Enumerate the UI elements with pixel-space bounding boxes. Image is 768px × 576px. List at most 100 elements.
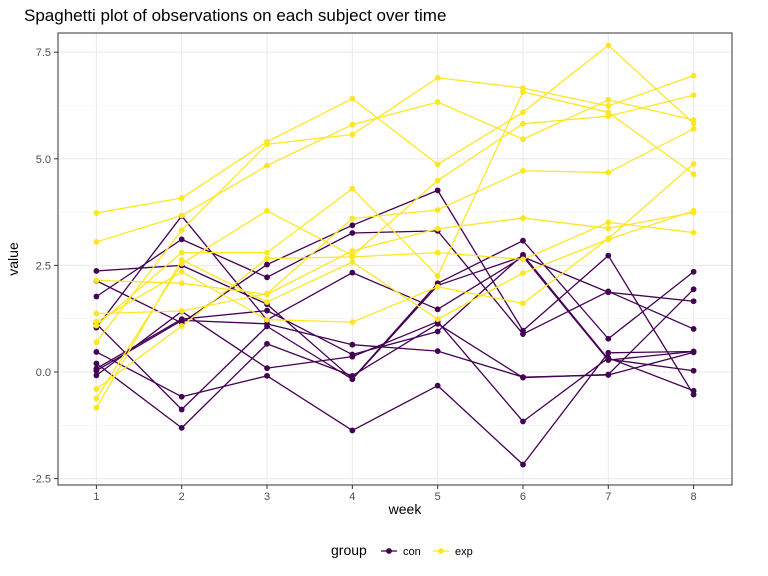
data-point-exp — [520, 88, 526, 95]
series-line-exp — [96, 163, 695, 323]
data-point-exp — [93, 310, 100, 317]
data-point-exp — [93, 395, 100, 402]
data-point-con — [520, 251, 526, 258]
data-point-exp — [520, 167, 526, 174]
data-point-exp — [264, 207, 270, 214]
data-point-con — [690, 349, 697, 356]
data-point-con — [520, 327, 526, 334]
data-point-exp — [93, 386, 100, 392]
data-point-con — [434, 328, 441, 335]
plot-panel-border — [57, 32, 733, 486]
legend-label-con: con — [403, 546, 421, 558]
data-point-exp — [434, 74, 441, 81]
data-point-exp — [93, 322, 100, 329]
data-point-exp — [349, 95, 356, 102]
data-point-exp — [520, 109, 526, 116]
data-point-exp — [690, 92, 697, 99]
data-point-exp — [178, 249, 185, 256]
data-point-con — [434, 348, 441, 355]
y-tick-label: 0.0 — [36, 367, 51, 379]
data-point-exp — [434, 225, 441, 232]
data-point-exp — [349, 131, 356, 138]
data-point-con — [93, 365, 100, 372]
data-point-exp — [434, 99, 441, 105]
data-point-exp — [178, 260, 185, 267]
data-point-con — [264, 365, 270, 372]
y-tick-label: 7.5 — [36, 47, 51, 59]
data-point-con — [264, 372, 270, 379]
data-point-exp — [178, 308, 185, 314]
data-point-con — [349, 341, 356, 348]
data-point-exp — [349, 215, 356, 222]
data-point-exp — [520, 120, 526, 127]
series-line-exp — [95, 94, 694, 399]
series-line-exp — [95, 210, 694, 409]
data-point-exp — [178, 268, 185, 275]
data-point-con — [434, 382, 441, 389]
data-point-exp — [520, 215, 526, 221]
legend-title: group — [331, 542, 367, 558]
data-point-con — [264, 261, 270, 268]
data-point-exp — [605, 219, 612, 226]
data-point-con — [434, 187, 441, 194]
legend-key-point-exp — [438, 548, 444, 554]
data-point-con — [690, 286, 697, 293]
data-point-exp — [93, 239, 100, 245]
series-line-con — [96, 310, 694, 423]
data-point-exp — [178, 280, 185, 287]
data-point-con — [349, 375, 356, 382]
series-line-exp — [96, 221, 694, 390]
data-point-exp — [93, 277, 100, 284]
data-point-exp — [264, 290, 270, 297]
series-points — [93, 42, 697, 468]
data-point-exp — [349, 319, 356, 326]
x-axis-title: week — [388, 501, 423, 517]
data-point-con — [93, 360, 100, 367]
data-point-exp — [520, 270, 526, 276]
x-tick-label: 7 — [605, 491, 611, 503]
data-point-con — [605, 252, 612, 259]
data-point-con — [605, 335, 612, 342]
y-axis: -2.5 0.0 2.5 5.0 7.5 — [32, 47, 58, 486]
x-tick-label: 1 — [93, 491, 99, 503]
data-point-con — [520, 237, 526, 244]
data-point-exp — [264, 162, 270, 169]
x-tick-label: 6 — [520, 491, 526, 503]
x-tick-label: 5 — [435, 491, 441, 503]
data-point-con — [93, 349, 100, 355]
data-point-con — [690, 298, 697, 305]
data-point-exp — [605, 225, 612, 232]
data-point-con — [178, 424, 185, 431]
data-point-con — [605, 356, 612, 363]
legend-label-exp: exp — [455, 546, 473, 558]
data-point-exp — [264, 138, 270, 145]
data-point-con — [520, 374, 526, 381]
series-line-exp — [95, 75, 694, 343]
x-tick-label: 4 — [349, 491, 355, 503]
x-tick-label: 3 — [264, 491, 270, 503]
data-point-con — [349, 269, 356, 276]
series-lines — [95, 44, 695, 466]
series-line-exp — [96, 128, 694, 315]
data-point-exp — [690, 72, 697, 79]
data-point-exp — [520, 256, 526, 263]
data-point-exp — [434, 207, 441, 213]
data-point-exp — [520, 136, 526, 143]
data-point-con — [178, 236, 185, 243]
legend: group con exp — [331, 542, 473, 558]
data-point-con — [605, 372, 612, 378]
legend-entries: con exp — [381, 546, 473, 558]
data-point-exp — [605, 169, 612, 176]
data-point-exp — [605, 109, 612, 116]
y-tick-label: 5.0 — [36, 154, 51, 166]
data-point-exp — [434, 177, 441, 184]
series-line-exp — [96, 44, 695, 214]
data-point-exp — [434, 273, 441, 279]
y-axis-title: value — [5, 242, 21, 276]
data-point-con — [264, 274, 270, 281]
data-point-exp — [690, 126, 697, 132]
data-point-con — [349, 351, 356, 358]
data-point-exp — [690, 171, 697, 178]
